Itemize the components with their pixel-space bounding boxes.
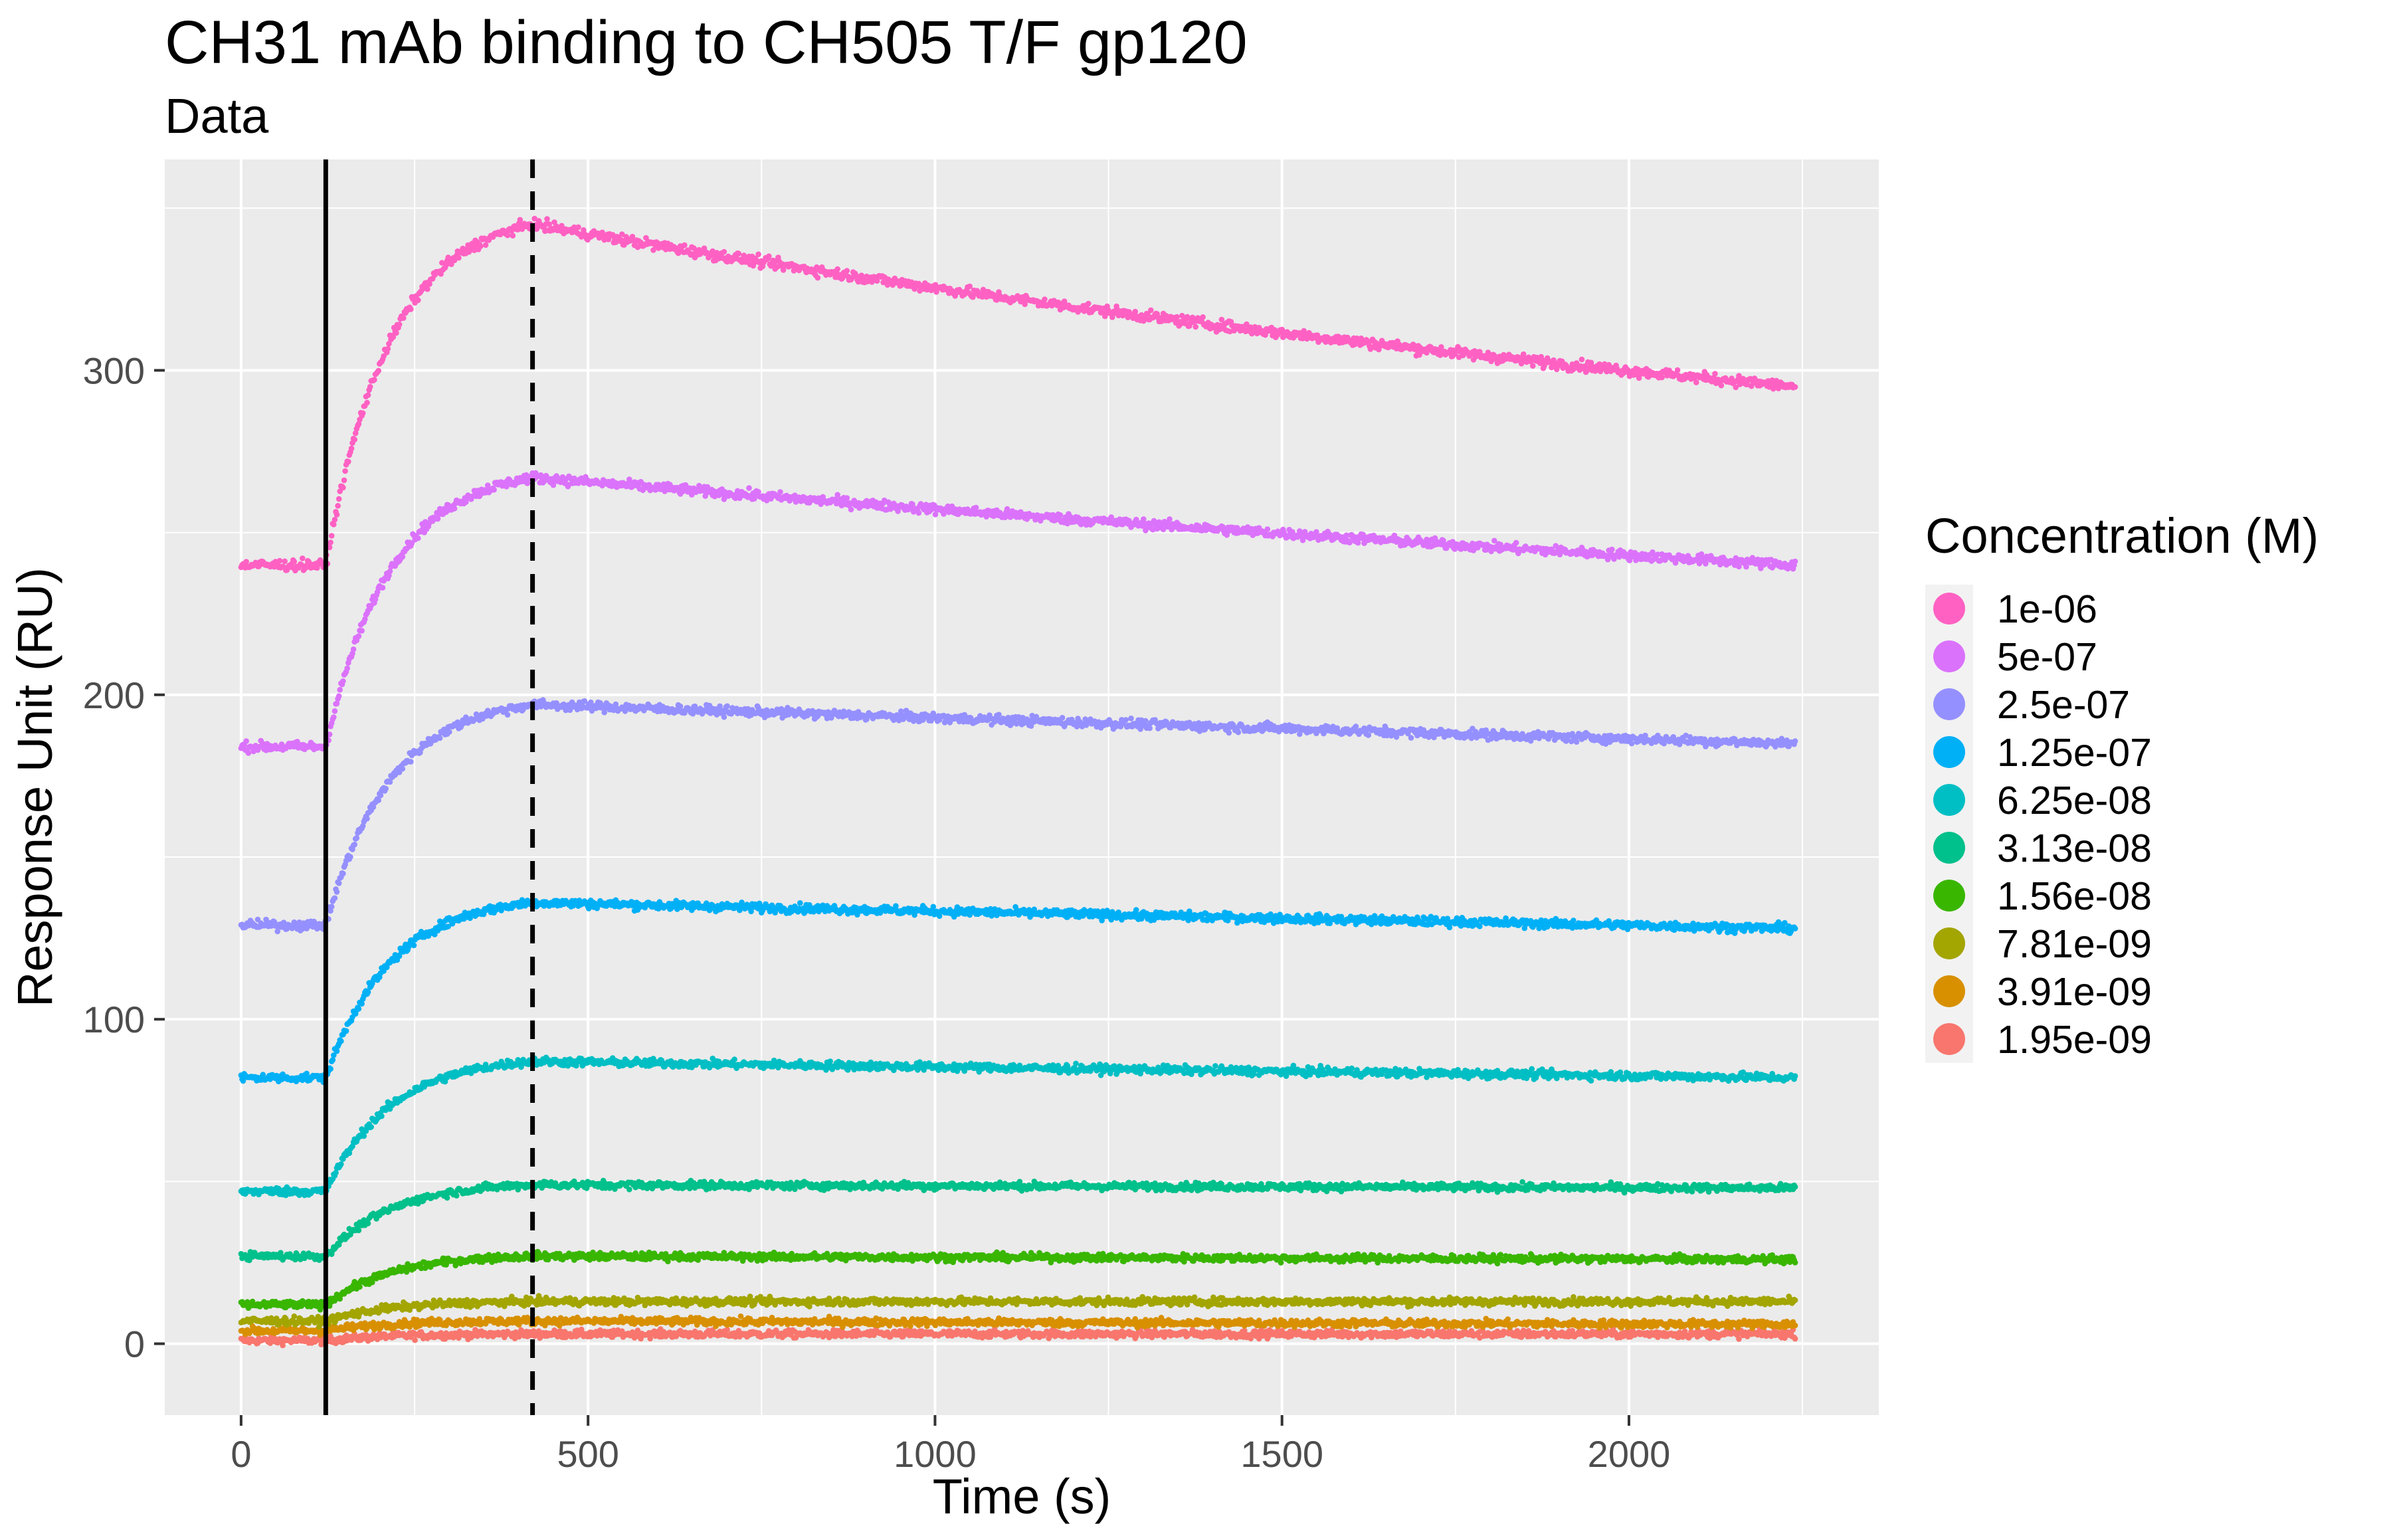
data-point xyxy=(807,1303,812,1309)
data-point xyxy=(291,1313,298,1319)
data-point xyxy=(557,1328,564,1334)
chart-title: CH31 mAb binding to CH505 T/F gp120 xyxy=(165,9,1248,76)
data-point xyxy=(1191,1294,1198,1300)
data-point xyxy=(369,1279,375,1286)
data-point xyxy=(1792,1335,1798,1342)
data-point xyxy=(647,1335,653,1342)
data-point xyxy=(1505,1316,1511,1322)
data-point xyxy=(280,1342,286,1349)
data-point xyxy=(724,1327,730,1333)
data-point xyxy=(567,1295,573,1301)
data-point xyxy=(412,1337,418,1343)
grid-major xyxy=(165,159,1879,1415)
data-point xyxy=(907,1323,913,1329)
data-point xyxy=(357,1284,363,1290)
data-points xyxy=(238,215,1798,1349)
chart-subtitle: Data xyxy=(165,88,269,144)
data-point xyxy=(430,1298,437,1303)
data-point xyxy=(1792,1322,1798,1329)
plot-panel xyxy=(165,159,1879,1415)
series-points xyxy=(238,1325,1798,1349)
data-point xyxy=(1792,1297,1798,1303)
